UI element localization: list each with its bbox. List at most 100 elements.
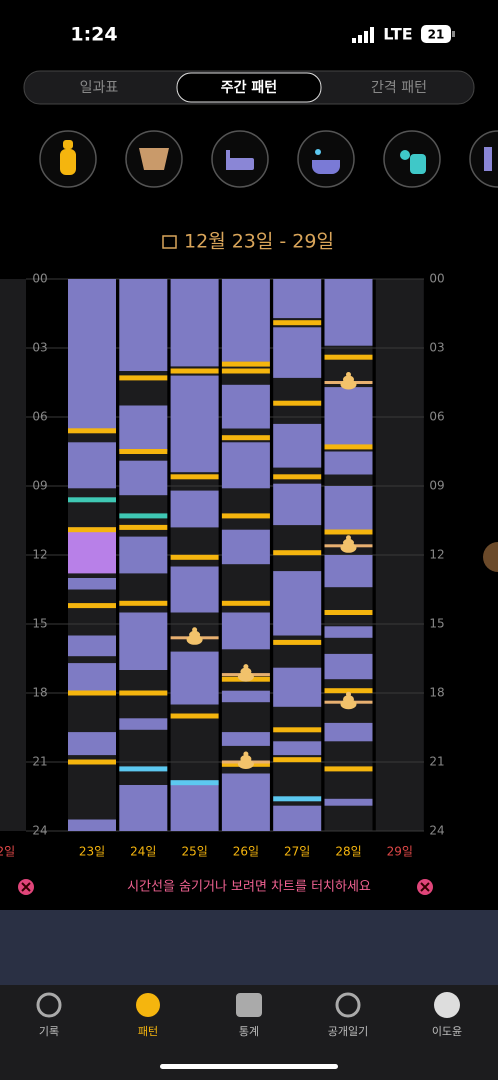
- tab[interactable]: 간격 패턴: [371, 80, 427, 96]
- hour-label: 09: [429, 479, 444, 493]
- poop-part: [243, 751, 249, 757]
- date-range[interactable]: 12월 23일 - 29일: [184, 231, 334, 253]
- sleep-block: [324, 555, 373, 588]
- sleep-block: [324, 451, 373, 475]
- sleep-block: [68, 442, 116, 489]
- feed-mark: [273, 727, 322, 733]
- sleep-block: [273, 741, 322, 756]
- sleep-block: [273, 279, 322, 319]
- sleep-block: [119, 460, 168, 496]
- hour-label: 00: [429, 272, 444, 286]
- nav-label[interactable]: 공개일기: [328, 1024, 368, 1038]
- feed-mark: [324, 688, 373, 694]
- feed-mark: [119, 524, 168, 530]
- chart[interactable]: 22일 23일 24일 25일 26일 27일 28일 29일 00 00 03 03 06 06 09 09…: [0, 272, 445, 859]
- feed-mark: [273, 400, 322, 406]
- sleep-block: [324, 722, 373, 742]
- poop-part: [240, 667, 252, 676]
- poop-icon: [340, 535, 357, 553]
- sleep-block: [170, 651, 219, 705]
- feed-mark: [273, 474, 322, 480]
- hour-label: 12: [429, 548, 444, 562]
- sleep-block: [68, 819, 116, 831]
- feed-mark: [324, 529, 373, 535]
- sleep-block: [170, 490, 219, 528]
- feed-mark: [324, 444, 373, 450]
- sleep-block: [221, 384, 270, 429]
- poop-icon: [237, 751, 254, 769]
- feed-mark: [273, 320, 322, 326]
- sleep-block: [68, 578, 116, 590]
- bath-mark: [273, 796, 322, 802]
- sleep-block: [324, 387, 373, 445]
- sleep-block: [170, 566, 219, 613]
- poop-part: [343, 538, 354, 547]
- hour-label: 12: [32, 548, 47, 562]
- tab[interactable]: 주간 패턴: [221, 79, 277, 96]
- sleep-block: [221, 529, 270, 565]
- poop-icon: [186, 627, 203, 645]
- sleep-block: [170, 279, 219, 367]
- sleep-block: [324, 653, 373, 680]
- nav-label[interactable]: 기록: [39, 1025, 59, 1038]
- sleep-block: [324, 486, 373, 530]
- hour-label: 06: [32, 410, 47, 424]
- icon-bath[interactable]: [297, 130, 355, 188]
- feed-mark: [68, 690, 116, 696]
- day-label: 27일: [284, 845, 310, 859]
- poop-part: [343, 695, 354, 704]
- hour-label: 03: [429, 341, 444, 355]
- tab[interactable]: 일과표: [80, 80, 119, 96]
- close-x: [420, 882, 430, 892]
- hour-label: 03: [32, 341, 47, 355]
- hour-label: 15: [429, 617, 444, 631]
- feed-mark: [68, 759, 116, 765]
- nav-label[interactable]: 이도윤: [432, 1025, 462, 1038]
- sleep-block: [119, 405, 168, 452]
- side-handle[interactable]: [483, 542, 498, 572]
- nav-label[interactable]: 패턴: [138, 1025, 158, 1038]
- icon-art: [60, 140, 492, 175]
- hour-label: 18: [429, 686, 444, 700]
- battery: [421, 25, 451, 43]
- poop-part: [346, 535, 351, 541]
- prev-column: [0, 279, 26, 831]
- signal: [352, 27, 374, 43]
- sleep-block: [119, 718, 168, 730]
- poop-icon: [237, 664, 254, 682]
- day-label: 26일: [233, 845, 259, 859]
- battery-level: 21: [428, 28, 445, 42]
- nav-label[interactable]: 통계: [239, 1025, 259, 1038]
- diaper-mark: [119, 513, 168, 519]
- sleep-block: [273, 423, 322, 468]
- hour-label: 21: [32, 755, 47, 769]
- poop-part: [243, 664, 249, 670]
- day-label: 22일: [0, 845, 15, 859]
- sleep-block: [221, 442, 270, 489]
- poop-part: [240, 755, 252, 763]
- pumping-block: [68, 527, 116, 574]
- feed-mark: [221, 361, 270, 367]
- ad-panel[interactable]: [0, 910, 498, 985]
- hour-label: 24: [429, 824, 444, 838]
- tab-active[interactable]: [176, 72, 322, 103]
- sleep-block: [68, 279, 116, 431]
- poop-icon: [340, 691, 357, 710]
- hour-label: 06: [429, 410, 444, 424]
- feed-mark: [119, 375, 168, 381]
- sleep-block: [273, 327, 322, 378]
- feed-mark: [324, 610, 373, 615]
- sleep-block: [119, 612, 168, 670]
- feed-mark: [68, 527, 116, 533]
- bath-mark: [119, 766, 168, 772]
- sleep-block: [324, 279, 373, 346]
- hour-label: 09: [32, 479, 47, 493]
- sleep-block: [119, 536, 168, 574]
- sleep-block: [119, 279, 168, 371]
- sleep-block: [170, 375, 219, 473]
- feed-mark: [221, 435, 270, 441]
- sleep-block: [273, 571, 322, 636]
- feed-mark: [119, 600, 168, 606]
- calendar-icon: [162, 235, 177, 249]
